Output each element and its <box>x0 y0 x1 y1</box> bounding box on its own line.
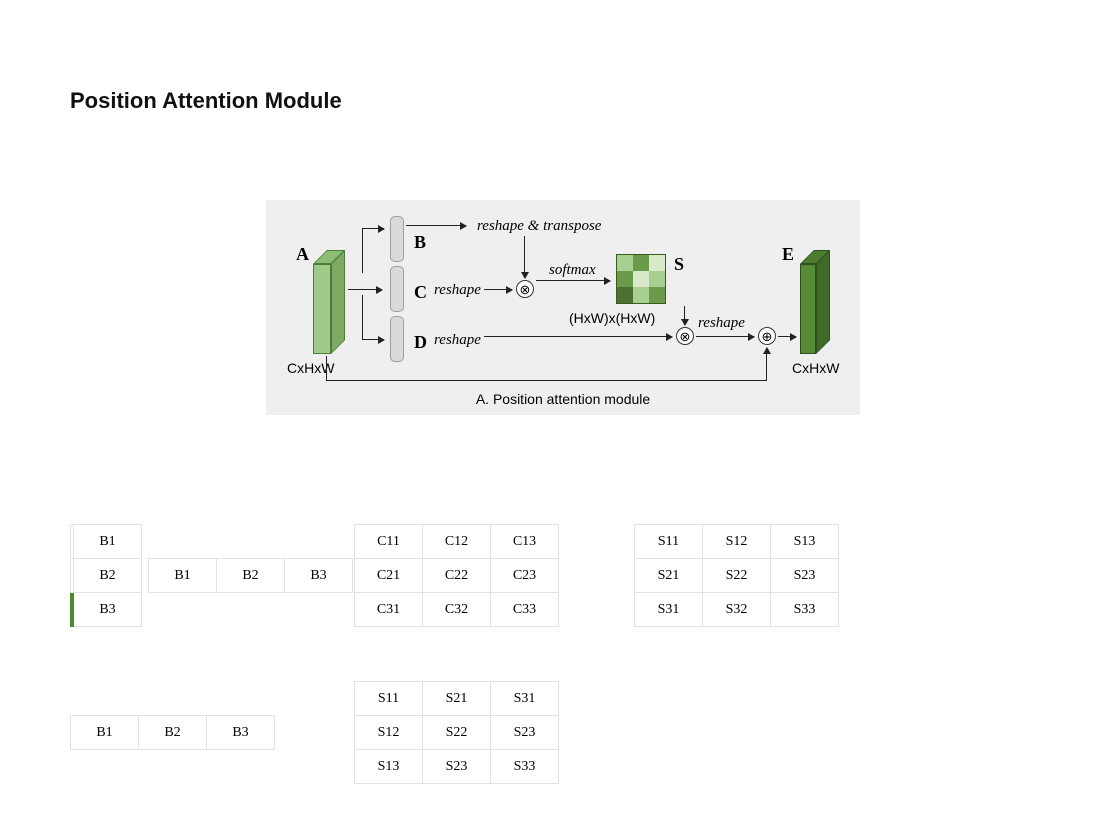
arrow <box>362 228 363 273</box>
matrix-cell: S32 <box>703 593 771 627</box>
matrix-cell: S11 <box>355 682 423 716</box>
matrix-cell: S22 <box>423 716 491 750</box>
matrix-cell: B3 <box>207 716 275 750</box>
conv-c-label: C <box>414 282 427 303</box>
arrow <box>348 289 382 290</box>
matrix-cell: B3 <box>285 559 353 593</box>
matrix-cell: S23 <box>771 559 839 593</box>
conv-b-label: B <box>414 232 426 253</box>
matrix-cell: S13 <box>355 750 423 784</box>
s-dim: (HxW)x(HxW) <box>569 310 655 326</box>
matrix-cell: C11 <box>355 525 423 559</box>
matrix-cell: B3 <box>74 593 142 627</box>
matrix-cell: S12 <box>703 525 771 559</box>
arrow <box>484 336 672 337</box>
arrow <box>696 336 754 337</box>
matrix-b-col: B1B2B3 <box>70 524 142 627</box>
matrix-cell: S23 <box>491 716 559 750</box>
block-a-dim: CxHxW <box>287 360 334 376</box>
panel-caption: A. Position attention module <box>266 391 860 407</box>
matrix-cell: S21 <box>423 682 491 716</box>
addsum-icon: ⊕ <box>758 327 776 345</box>
conv-c-op: reshape <box>434 282 481 299</box>
matrix-cell: C23 <box>491 559 559 593</box>
matrix-cell: S31 <box>491 682 559 716</box>
arrow <box>766 348 767 380</box>
matrix-cell: C22 <box>423 559 491 593</box>
matrix-cell: B1 <box>71 716 139 750</box>
softmax-label: softmax <box>549 262 596 279</box>
matrix-b-rowt: B1B2B3 <box>148 558 353 593</box>
matrix-cell: C13 <box>491 525 559 559</box>
matrix-c: C11C12C13 C21C22C23 C31C32C33 <box>354 524 559 627</box>
reshape-transpose-label: reshape & transpose <box>477 218 601 235</box>
conv-d <box>390 316 404 362</box>
conv-c <box>390 266 404 312</box>
diagram-panel: A CxHxW B C reshape D reshape reshape & … <box>266 200 860 415</box>
matrix-cell: C33 <box>491 593 559 627</box>
matrix-cell: S13 <box>771 525 839 559</box>
arrow <box>362 295 363 340</box>
matrix-cell: S33 <box>771 593 839 627</box>
arrow <box>326 380 767 381</box>
conv-b <box>390 216 404 262</box>
block-a-label: A <box>296 244 309 265</box>
matmul1-icon: ⊗ <box>516 280 534 298</box>
reshape-e-label: reshape <box>698 315 745 332</box>
matrix-st: S11S21S31S12S22S23S13S23S33 <box>354 681 559 784</box>
s-label: S <box>674 254 684 275</box>
matmul2-icon: ⊗ <box>676 327 694 345</box>
matrix-cell: B1 <box>149 559 217 593</box>
arrow <box>524 236 525 278</box>
matrix-cell: C12 <box>423 525 491 559</box>
matrix-cell: B2 <box>74 559 142 593</box>
matrix-cell: S21 <box>635 559 703 593</box>
arrow <box>326 356 327 380</box>
block-a <box>313 250 345 354</box>
matrix-cell: S23 <box>423 750 491 784</box>
matrix-cell: B2 <box>217 559 285 593</box>
arrow <box>684 306 685 325</box>
matrix-s: S11S12S13 S21S22S23 S31S32S33 <box>634 524 839 627</box>
matrix-cell: C31 <box>355 593 423 627</box>
matrix-cell: B2 <box>139 716 207 750</box>
block-e <box>800 250 830 354</box>
block-e-label: E <box>782 244 794 265</box>
conv-d-op: reshape <box>434 332 481 349</box>
s-matrix <box>616 254 666 304</box>
matrix-cell: C32 <box>423 593 491 627</box>
arrow <box>406 225 466 226</box>
block-e-dim: CxHxW <box>792 360 839 376</box>
page-title: Position Attention Module <box>70 88 342 114</box>
matrix-cell: B1 <box>74 525 142 559</box>
matrix-cell: S33 <box>491 750 559 784</box>
arrow <box>778 336 796 337</box>
arrow <box>362 339 384 340</box>
conv-d-label: D <box>414 332 427 353</box>
matrix-cell: S12 <box>355 716 423 750</box>
matrix-cell: S11 <box>635 525 703 559</box>
matrix-cell: C21 <box>355 559 423 593</box>
arrow <box>484 289 512 290</box>
matrix-cell: S31 <box>635 593 703 627</box>
matrix-b-row2: B1B2B3 <box>70 715 275 750</box>
arrow <box>536 280 610 281</box>
matrix-cell: S22 <box>703 559 771 593</box>
arrow <box>362 228 384 229</box>
